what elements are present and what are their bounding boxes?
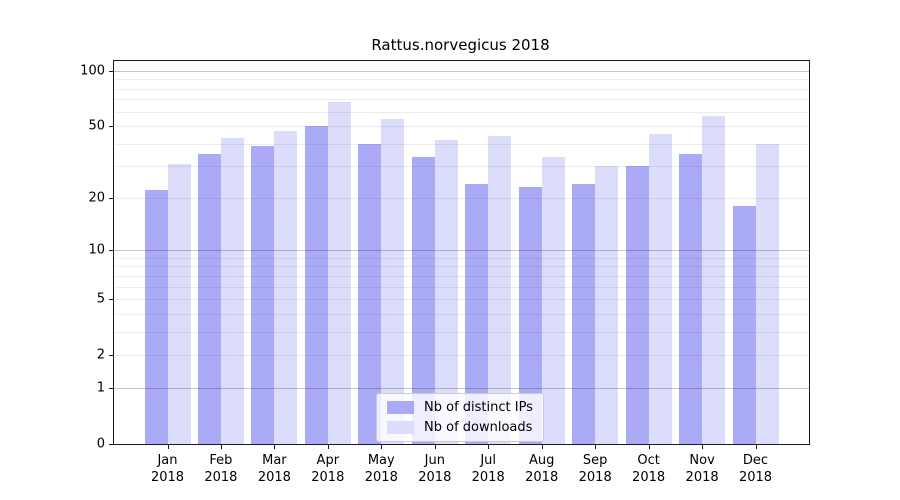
x-tick-jun (434, 445, 436, 449)
y-tick-100 (109, 70, 113, 72)
bar-distinct-ips-may (358, 143, 382, 444)
x-tick-mar (274, 445, 276, 449)
y-tick-label-5: 5 (96, 291, 105, 307)
bar-distinct-ips-apr (304, 126, 328, 444)
y-tick-label-50: 50 (88, 118, 105, 134)
bar-distinct-ips-oct (625, 166, 649, 444)
gridline-20 (114, 197, 809, 199)
x-tick-label-jun: Jun 2018 (418, 453, 452, 485)
gridline-9 (114, 257, 809, 259)
gridline-1 (114, 387, 809, 389)
y-tick-label-20: 20 (88, 190, 105, 206)
x-tick-label-aug: Aug 2018 (525, 453, 559, 485)
x-tick-label-dec: Dec 2018 (738, 453, 773, 485)
legend-label-distinct-ips: Nb of distinct IPs (424, 400, 533, 415)
gridline-4 (114, 313, 809, 315)
plot-area: Nb of distinct IPs Nb of downloads 0 1 2 5 1… (80, 60, 810, 485)
gridline-10 (114, 250, 809, 252)
y-tick-label-100: 100 (80, 63, 105, 79)
y-tick-label-0: 0 (96, 436, 105, 452)
gridline-7 (114, 275, 809, 277)
legend-swatch-downloads (387, 421, 414, 434)
bar-downloads-aug (541, 156, 565, 444)
bar-distinct-ips-sep (572, 183, 596, 444)
x-tick-dec (755, 445, 757, 449)
x-tick-label-mar: Mar 2018 (257, 453, 291, 485)
x-tick-label-oct: Oct 2018 (632, 453, 666, 485)
bar-downloads-jul (488, 136, 512, 444)
y-tick-0 (109, 444, 113, 445)
y-tick-20 (109, 197, 113, 199)
legend-item-downloads: Nb of downloads (387, 420, 533, 435)
legend: Nb of distinct IPs Nb of downloads (376, 393, 544, 442)
bar-downloads-may (381, 118, 405, 444)
bar-downloads-feb (220, 138, 244, 444)
x-tick-label-jul: Jul 2018 (471, 453, 505, 485)
y-tick-50 (109, 126, 113, 127)
bar-distinct-ips-jul (465, 183, 489, 444)
gridline-40 (114, 143, 809, 145)
y-tick-1 (109, 387, 113, 389)
x-tick-jul (488, 445, 490, 449)
bar-distinct-ips-feb (197, 154, 221, 444)
bar-distinct-ips-nov (679, 154, 703, 444)
bar-downloads-mar (274, 130, 298, 444)
x-tick-nov (702, 445, 704, 449)
y-tick-label-1: 1 (96, 380, 105, 396)
bar-downloads-apr (327, 101, 351, 444)
y-tick-2 (109, 355, 113, 357)
x-tick-may (381, 445, 383, 449)
x-tick-feb (220, 445, 222, 449)
x-tick-label-sep: Sep 2018 (578, 453, 612, 485)
gridline-30 (114, 166, 809, 168)
x-tick-label-jan: Jan 2018 (150, 453, 185, 485)
gridline-90 (114, 79, 809, 81)
bar-distinct-ips-aug (518, 187, 542, 444)
legend-label-downloads: Nb of downloads (424, 420, 533, 435)
bar-distinct-ips-jun (411, 156, 435, 444)
bar-distinct-ips-dec (732, 205, 756, 444)
bar-downloads-dec (755, 143, 779, 444)
gridline-6 (114, 286, 809, 288)
gridline-80 (114, 88, 809, 90)
legend-swatch-distinct-ips (387, 401, 414, 414)
x-tick-label-feb: Feb 2018 (204, 453, 238, 485)
x-tick-sep (595, 445, 597, 449)
gridline-3 (114, 331, 809, 333)
bar-downloads-sep (595, 166, 619, 444)
x-tick-label-may: May 2018 (364, 453, 398, 485)
y-tick-10 (109, 250, 113, 252)
bar-downloads-jan (167, 163, 191, 444)
bar-distinct-ips-jan (144, 190, 168, 444)
x-tick-label-apr: Apr 2018 (311, 453, 345, 485)
x-tick-oct (648, 445, 650, 449)
bar-distinct-ips-mar (251, 145, 275, 444)
chart-title: Rattus.norvegicus 2018 (371, 36, 550, 54)
gridline-50 (114, 126, 809, 127)
bar-downloads-jun (434, 139, 458, 444)
y-tick-label-10: 10 (88, 242, 105, 258)
x-tick-label-nov: Nov 2018 (685, 453, 719, 485)
gridline-2 (114, 355, 809, 357)
x-tick-apr (327, 445, 329, 449)
gridline-70 (114, 99, 809, 101)
gridline-100 (114, 70, 809, 72)
gridline-8 (114, 266, 809, 268)
y-tick-label-2: 2 (96, 347, 105, 363)
y-tick-5 (109, 299, 113, 301)
x-tick-jan (167, 445, 169, 449)
bar-downloads-oct (648, 134, 672, 444)
bar-downloads-nov (702, 115, 726, 444)
x-tick-aug (541, 445, 543, 449)
gridline-5 (114, 299, 809, 301)
legend-item-distinct-ips: Nb of distinct IPs (387, 400, 533, 415)
gridline-60 (114, 111, 809, 113)
